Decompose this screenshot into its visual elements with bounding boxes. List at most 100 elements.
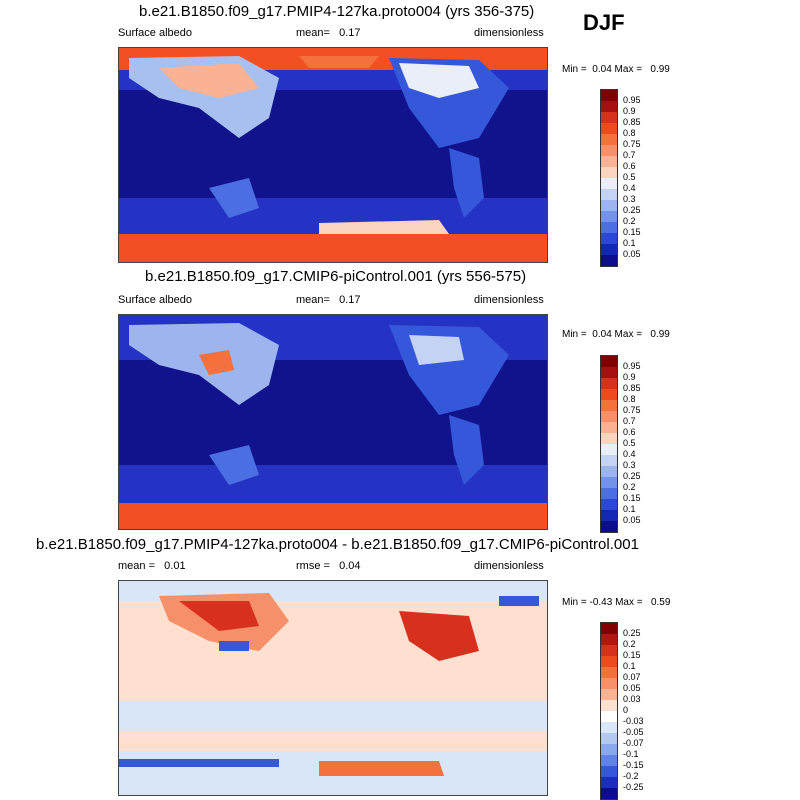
panel1-colorbar-label: 0.3 [623,194,636,204]
panel2-colorbar [600,355,618,533]
panel3-minmax: Min = -0.43 Max = 0.59 [562,597,671,608]
panel2-colorbar-swatch [601,411,617,422]
panel2-colorbar-swatch [601,499,617,510]
panel3-colorbar-swatch [601,623,617,634]
panel1-colorbar-swatch [601,167,617,178]
panel1-colorbar-swatch [601,90,617,101]
panel3-colorbar-label: 0.05 [623,683,641,693]
panel2-colorbar-label: 0.85 [623,383,641,393]
panel3-colorbar-label: -0.25 [623,782,644,792]
panel1-colorbar-label: 0.5 [623,172,636,182]
panel2-colorbar-swatch [601,455,617,466]
panel1-colorbar-swatch [601,233,617,244]
panel3-map [118,580,548,796]
season-label: DJF [583,10,625,35]
panel2-colorbar-label: 0.9 [623,372,636,382]
panel2-colorbar-swatch [601,378,617,389]
panel1-colorbar-label: 0.4 [623,183,636,193]
panel2-colorbar-swatch [601,433,617,444]
panel2-colorbar-label: 0.25 [623,471,641,481]
panel2-colorbar-label: 0.4 [623,449,636,459]
panel3-colorbar-swatch [601,766,617,777]
panel1-colorbar-swatch [601,156,617,167]
panel1-colorbar-swatch [601,244,617,255]
panel3-colorbar-swatch [601,656,617,667]
panel3-colorbar-label: 0.03 [623,694,641,704]
panel3-colorbar-swatch [601,722,617,733]
panel2-colorbar-swatch [601,444,617,455]
panel2-colorbar-label: 0.95 [623,361,641,371]
panel1-colorbar-swatch [601,189,617,200]
panel1-colorbar-swatch [601,178,617,189]
panel3-colorbar-swatch [601,700,617,711]
panel2-units: dimensionless [474,294,544,306]
panel3-colorbar-label: 0.2 [623,639,636,649]
panel1-title: b.e21.B1850.f09_g17.PMIP4-127ka.proto004… [139,3,535,20]
panel3-colorbar-label: 0 [623,705,629,715]
panel1-colorbar-label: 0.1 [623,238,636,248]
panel1-colorbar-swatch [601,222,617,233]
panel3-colorbar-label: 0.15 [623,650,641,660]
panel3-colorbar-swatch [601,733,617,744]
panel1-colorbar-swatch [601,101,617,112]
panel2-colorbar-swatch [601,477,617,488]
panel2-colorbar-swatch [601,389,617,400]
panel1-colorbar-label: 0.6 [623,161,636,171]
panel1-colorbar-label: 0.9 [623,106,636,116]
panel3-colorbar-swatch [601,777,617,788]
panel2-colorbar-swatch [601,356,617,367]
panel2-colorbar-swatch [601,400,617,411]
panel1-variable: Surface albedo [118,27,192,39]
panel1-colorbar-swatch [601,200,617,211]
panel2-colorbar-label: 0.6 [623,427,636,437]
panel2-title: b.e21.B1850.f09_g17.CMIP6-piControl.001 … [145,268,527,285]
panel1-colorbar-swatch [601,123,617,134]
panel2-colorbar-label: 0.1 [623,504,636,514]
panel3-colorbar-swatch [601,755,617,766]
panel3-mean: mean = 0.01 [118,560,186,572]
panel2-colorbar-swatch [601,367,617,378]
panel1-colorbar-swatch [601,134,617,145]
panel1-colorbar [600,89,618,267]
panel3-colorbar-swatch [601,667,617,678]
panel3-rmse: rmse = 0.04 [296,560,361,572]
panel3-colorbar-label: -0.05 [623,727,644,737]
panel1-mean: mean= 0.17 [296,27,361,39]
panel3-colorbar-label: -0.03 [623,716,644,726]
panel3-colorbar-label: 0.1 [623,661,636,671]
panel3-title: b.e21.B1850.f09_g17.PMIP4-127ka.proto004… [36,536,639,553]
panel1-units: dimensionless [474,27,544,39]
panel3-colorbar-swatch [601,711,617,722]
panel3-colorbar-swatch [601,678,617,689]
panel2-mean: mean= 0.17 [296,294,361,306]
panel2-map [118,314,548,530]
panel3-colorbar-label: -0.07 [623,738,644,748]
panel2-colorbar-label: 0.8 [623,394,636,404]
panel2-colorbar-label: 0.3 [623,460,636,470]
panel2-colorbar-label: 0.15 [623,493,641,503]
panel3-colorbar-label: -0.1 [623,749,639,759]
panel2-colorbar-swatch [601,521,617,532]
panel3-colorbar-swatch [601,744,617,755]
panel3-units: dimensionless [474,560,544,572]
panel3-colorbar-label: 0.25 [623,628,641,638]
panel3-colorbar-swatch [601,634,617,645]
panel1-colorbar-label: 0.85 [623,117,641,127]
panel2-colorbar-label: 0.2 [623,482,636,492]
panel2-colorbar-label: 0.75 [623,405,641,415]
panel3-colorbar-swatch [601,689,617,700]
panel1-colorbar-label: 0.75 [623,139,641,149]
panel2-colorbar-swatch [601,422,617,433]
panel1-map [118,47,548,263]
panel1-colorbar-label: 0.95 [623,95,641,105]
panel1-colorbar-swatch [601,145,617,156]
panel2-colorbar-label: 0.05 [623,515,641,525]
panel2-colorbar-label: 0.7 [623,416,636,426]
panel1-colorbar-label: 0.2 [623,216,636,226]
panel1-colorbar-swatch [601,255,617,266]
panel2-colorbar-swatch [601,488,617,499]
panel1-minmax: Min = 0.04 Max = 0.99 [562,64,670,75]
panel2-colorbar-swatch [601,466,617,477]
panel3-colorbar-label: -0.15 [623,760,644,770]
panel1-colorbar-label: 0.8 [623,128,636,138]
